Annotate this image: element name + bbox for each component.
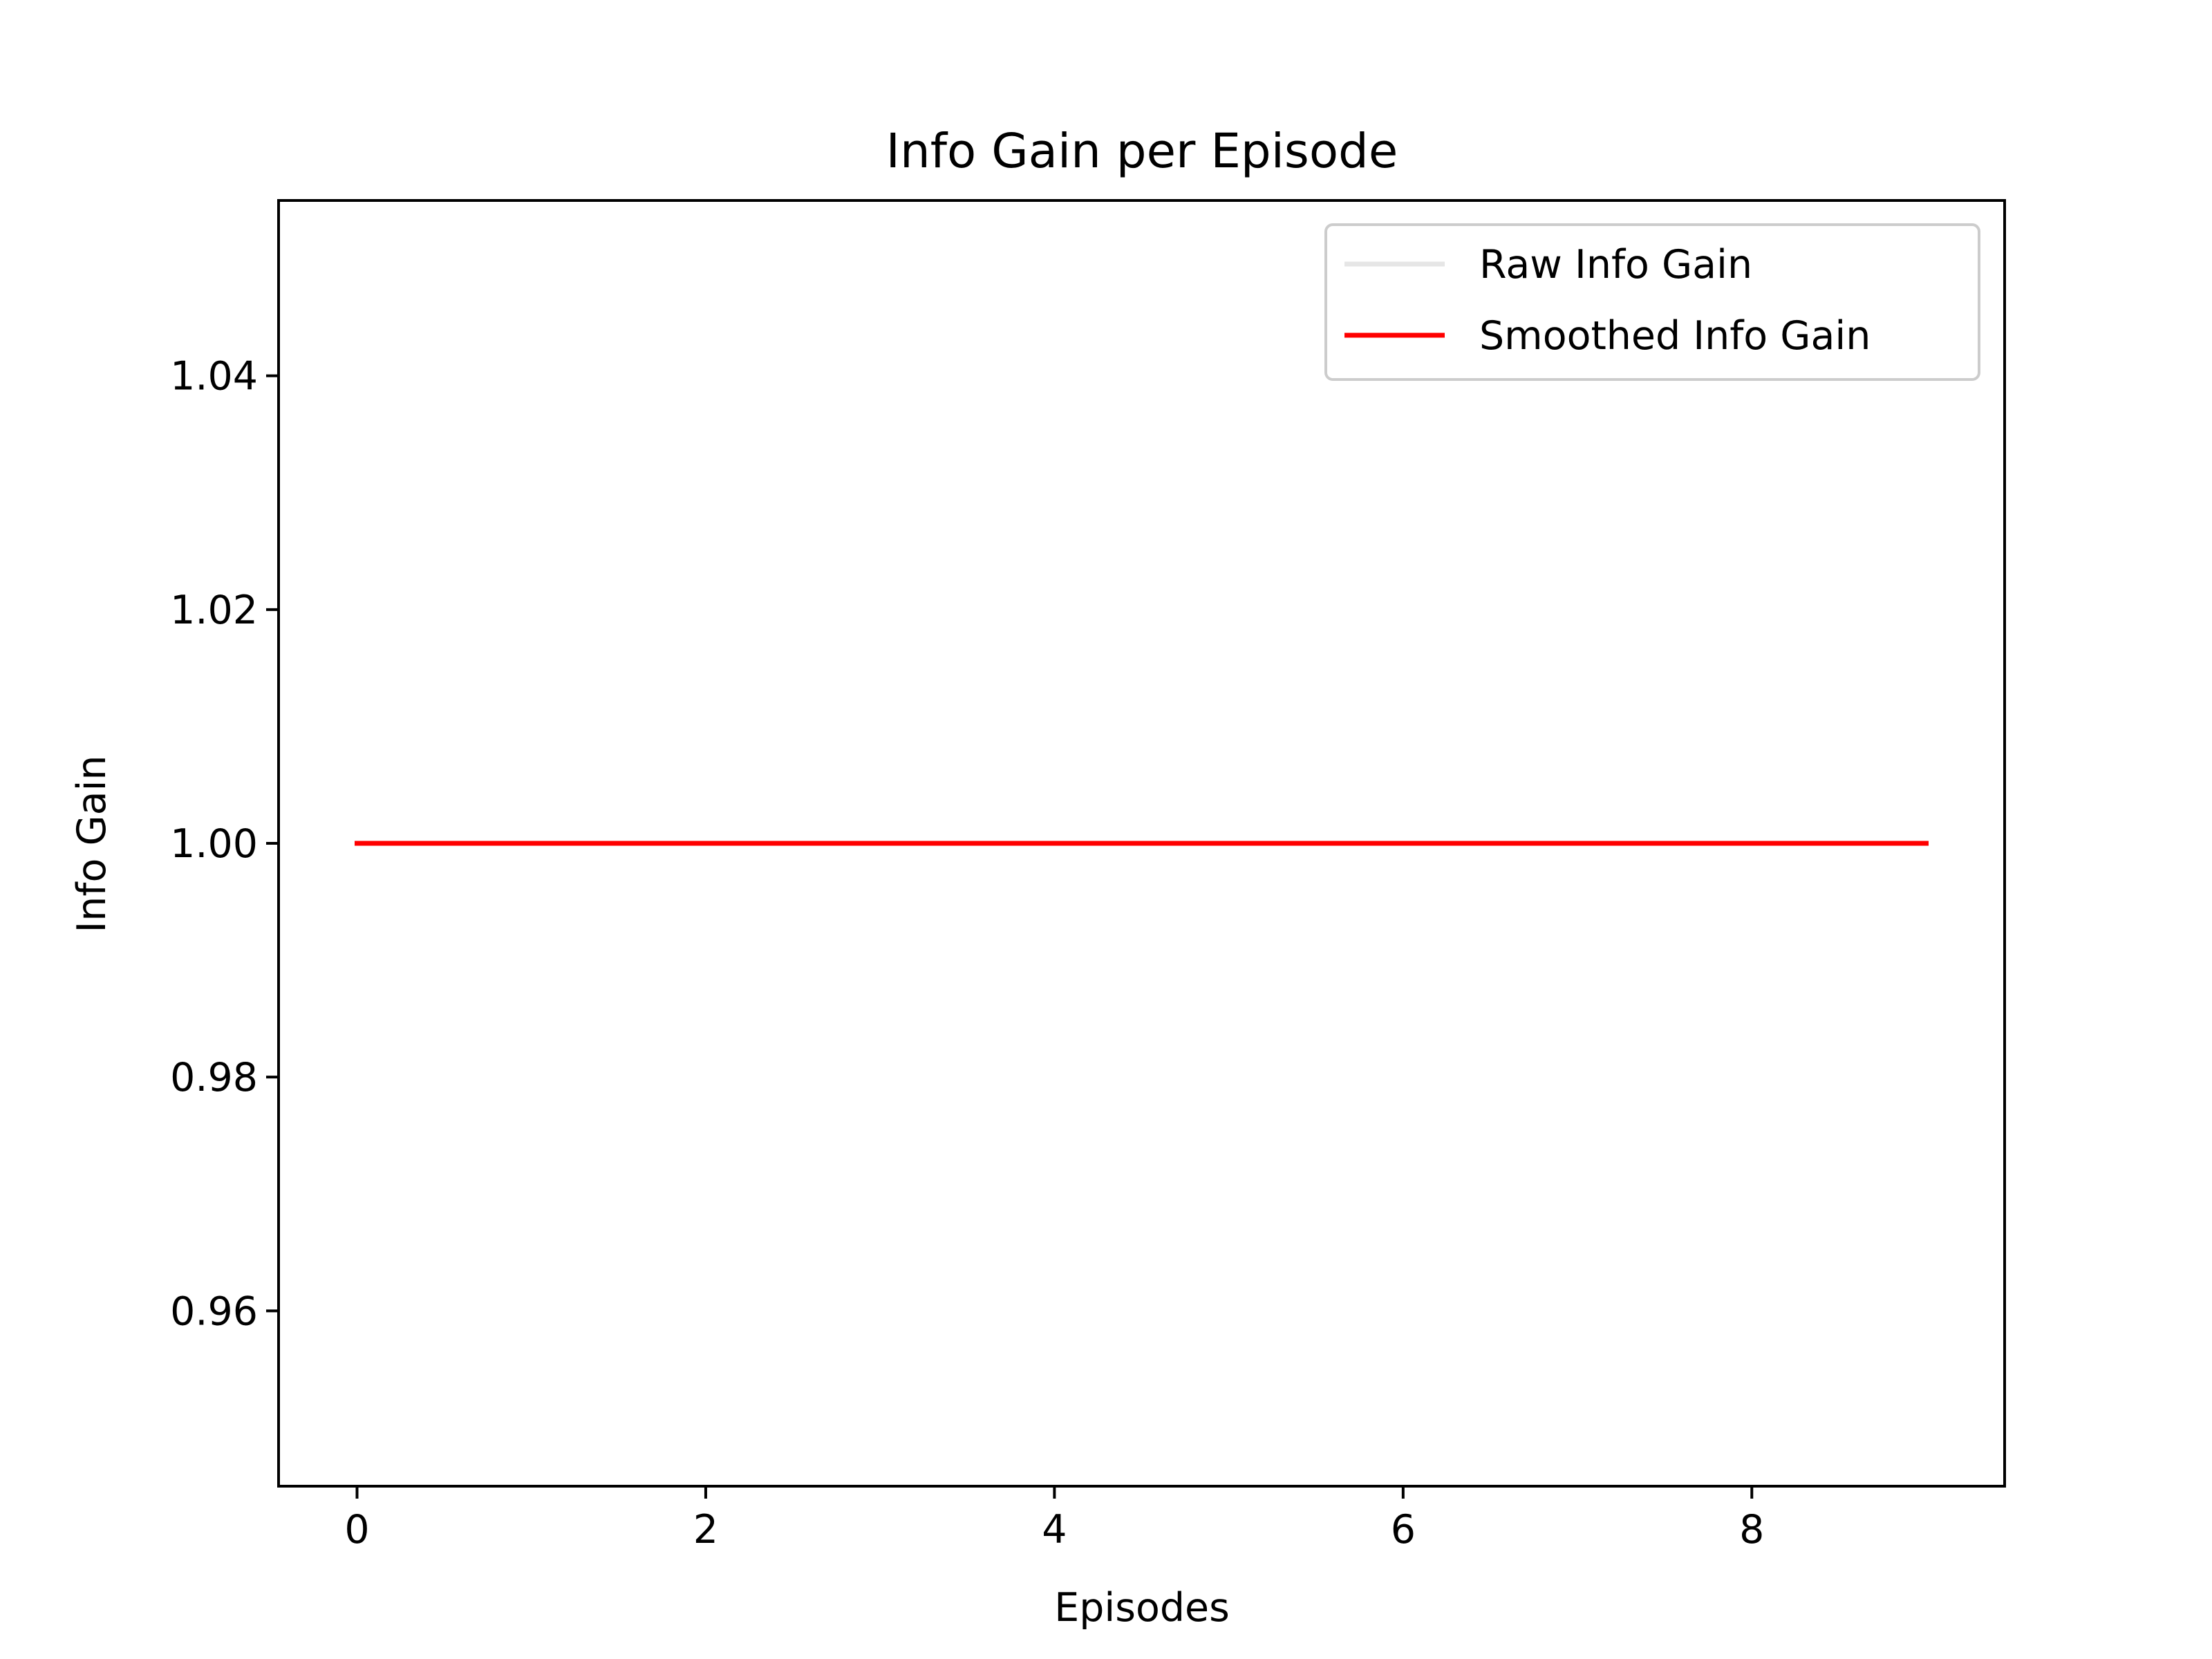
- legend-box: [1324, 223, 1980, 381]
- x-tick-label: 4: [1042, 1507, 1067, 1553]
- y-axis-label: Info Gain: [69, 755, 115, 932]
- x-tick-label: 2: [693, 1507, 718, 1553]
- x-tick-label: 8: [1739, 1507, 1764, 1553]
- y-tick-label: 1.04: [170, 354, 258, 400]
- y-tick-label: 1.00: [170, 821, 258, 867]
- x-tick-label: 0: [344, 1507, 369, 1553]
- x-axis-label: Episodes: [1054, 1585, 1230, 1631]
- chart-title: Info Gain per Episode: [886, 124, 1398, 179]
- x-axis-ticks: 0 2 4 6 8: [344, 1486, 1764, 1553]
- y-tick-label: 0.98: [170, 1055, 258, 1100]
- plot-frame: [277, 199, 2006, 1488]
- y-axis-ticks: 0.96 0.98 1.00 1.02 1.04: [170, 354, 279, 1334]
- y-tick-label: 1.02: [170, 588, 258, 633]
- x-tick-label: 6: [1391, 1507, 1416, 1553]
- legend: Raw Info Gain Smoothed Info Gain: [1324, 223, 1980, 381]
- y-tick-label: 0.96: [170, 1288, 258, 1334]
- legend-label-1: Smoothed Info Gain: [1479, 313, 1871, 359]
- legend-entries: Raw Info Gain Smoothed Info Gain: [1344, 242, 1871, 359]
- legend-label-0: Raw Info Gain: [1479, 242, 1752, 288]
